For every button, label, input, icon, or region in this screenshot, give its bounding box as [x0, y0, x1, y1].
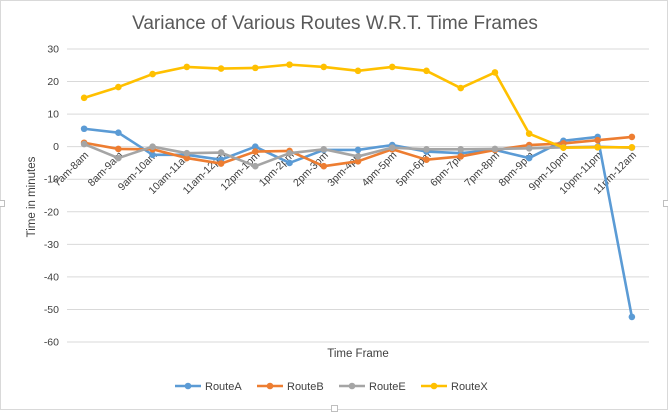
data-point	[115, 145, 122, 153]
data-point	[628, 133, 636, 141]
x-tick-label: 7am-8am	[51, 149, 91, 189]
data-point	[320, 162, 328, 170]
data-point	[423, 67, 430, 75]
legend-item: RouteB	[257, 381, 324, 393]
y-tick-label: 30	[47, 44, 59, 56]
data-point	[594, 136, 601, 144]
data-point	[525, 144, 533, 152]
y-axis-ticks: 30 20 10 0 -10 -20 -30 -40 -50 -60	[44, 44, 59, 349]
data-point	[80, 125, 88, 133]
data-point	[251, 64, 259, 72]
gridlines	[67, 48, 649, 343]
data-point	[388, 144, 396, 151]
legend-item: RouteX	[421, 381, 488, 393]
data-point	[491, 69, 499, 76]
data-point	[115, 154, 122, 162]
y-tick-label: -60	[44, 337, 59, 349]
x-axis-title: Time Frame	[327, 348, 389, 360]
series-line	[82, 63, 634, 149]
data-point	[217, 65, 225, 72]
data-point	[594, 144, 601, 151]
data-point	[354, 67, 362, 75]
legend-marker	[266, 382, 274, 390]
data-point	[183, 154, 191, 162]
y-tick-label: 0	[53, 141, 59, 153]
legend-label: RouteE	[369, 381, 406, 393]
data-point	[80, 140, 88, 148]
y-tick-label: -20	[44, 206, 59, 218]
data-point	[115, 83, 122, 91]
data-point	[525, 130, 533, 137]
data-point	[354, 146, 362, 154]
data-point	[217, 149, 225, 156]
data-point	[149, 151, 156, 159]
y-tick-label: -50	[44, 304, 59, 316]
data-point	[457, 153, 465, 160]
data-point	[183, 63, 191, 71]
y-axis-title: Time in minutes	[26, 156, 38, 237]
data-point	[423, 156, 430, 163]
data-point	[80, 94, 88, 102]
chart-title: Variance of Various Routes W.R.T. Time F…	[132, 13, 538, 34]
data-point	[286, 61, 293, 68]
legend-marker	[430, 382, 438, 390]
data-point	[251, 143, 259, 150]
legend-marker	[184, 382, 192, 390]
legend-label: RouteB	[287, 381, 324, 393]
data-point	[628, 313, 636, 321]
data-point	[149, 70, 156, 78]
resize-handle-left[interactable]	[0, 200, 5, 207]
data-point	[320, 145, 328, 153]
y-tick-label: -40	[44, 271, 59, 283]
data-point	[525, 154, 533, 162]
series-routeb	[80, 133, 636, 170]
plot-series	[80, 61, 636, 321]
data-point	[286, 149, 293, 157]
data-point	[183, 149, 191, 157]
y-tick-label: 20	[47, 76, 59, 88]
data-point	[423, 145, 430, 153]
data-point	[457, 145, 465, 153]
resize-handle-right[interactable]	[663, 200, 668, 207]
data-point	[354, 153, 362, 160]
legend-item: RouteE	[339, 381, 406, 393]
series-routex	[80, 61, 636, 151]
legend-item: RouteA	[175, 381, 242, 393]
data-point	[457, 84, 465, 92]
data-point	[491, 145, 499, 153]
data-point	[286, 159, 293, 167]
x-axis-ticks: 7am-8am8am-9am9am-10am10am-11am11am-12pm…	[51, 149, 639, 197]
resize-handle-bottom[interactable]	[331, 405, 338, 412]
data-point	[251, 148, 259, 155]
data-point	[217, 160, 225, 167]
data-point	[320, 63, 328, 71]
data-point	[115, 129, 122, 136]
data-point	[251, 162, 259, 170]
legend-label: RouteX	[451, 381, 488, 393]
data-point	[560, 144, 567, 151]
y-tick-label: -10	[44, 174, 59, 186]
data-point	[388, 63, 396, 71]
data-point	[354, 158, 362, 165]
y-tick-label: -30	[44, 239, 59, 251]
legend-label: RouteA	[205, 381, 242, 393]
y-tick-label: 10	[47, 109, 59, 121]
data-point	[149, 143, 156, 150]
data-point	[628, 144, 636, 151]
legend-marker	[348, 382, 356, 390]
legend: RouteA RouteB RouteE RouteX	[175, 381, 488, 393]
